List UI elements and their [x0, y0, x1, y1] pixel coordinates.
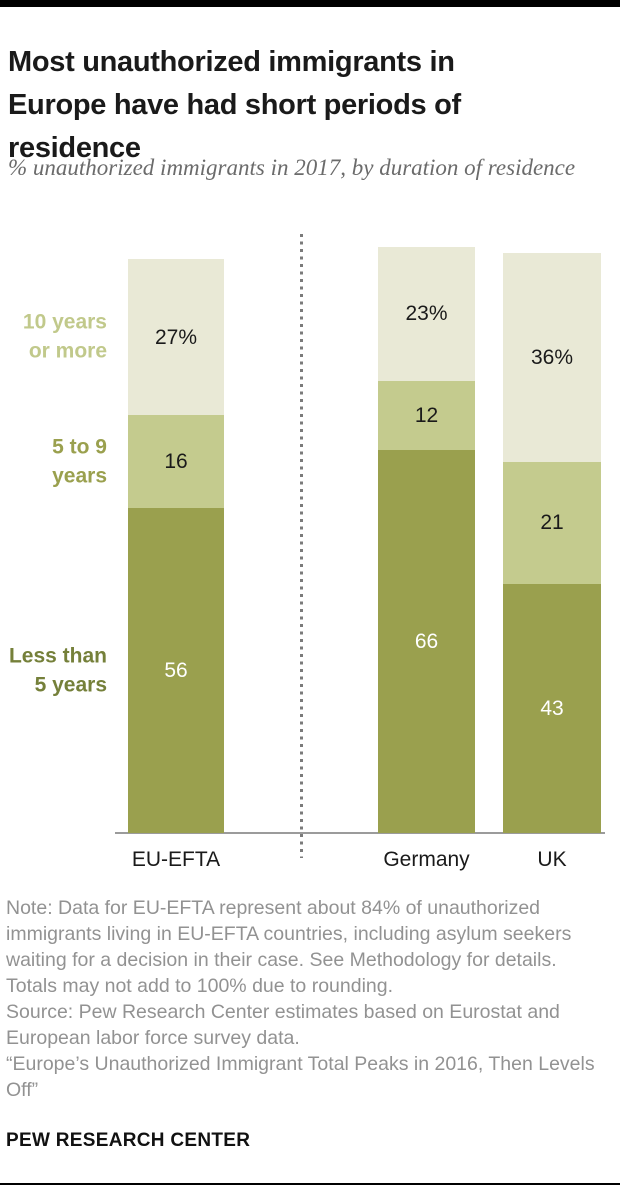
- segment-uk-5-to-9-years: 21: [503, 461, 601, 584]
- bar-eu-efta: 27% 16 56: [128, 258, 224, 833]
- value-label: 16: [164, 450, 188, 474]
- x-axis-line: [115, 832, 605, 834]
- x-axis-label-uk: UK: [537, 848, 567, 871]
- chart-subtitle: % unauthorized immigrants in 2017, by du…: [8, 155, 576, 180]
- top-rule: [0, 0, 620, 7]
- row-label-line: 5 years: [34, 673, 107, 697]
- report-title-text: “Europe’s Unauthorized Immigrant Total P…: [6, 1053, 595, 1101]
- note-text: Note: Data for EU-EFTA represent about 8…: [6, 897, 572, 997]
- bar-germany: 23% 12 66: [378, 247, 475, 833]
- chart-title: Most unauthorized immigrants in Europe h…: [8, 46, 461, 165]
- segment-eu-efta-10-years-or-more: 27%: [128, 258, 224, 416]
- value-label: 36%: [530, 345, 574, 369]
- segment-uk-10-years-or-more: 36%: [503, 253, 601, 462]
- x-axis-label-germany: Germany: [383, 848, 470, 871]
- x-axis-label-eu-efta: EU-EFTA: [131, 848, 221, 871]
- row-label-less-than-5-years: Less than 5 years: [9, 641, 107, 700]
- bottom-rule: [0, 1183, 620, 1185]
- row-label-line: years: [52, 464, 107, 488]
- chart-canvas: 27% 16 56 EU-EFTA 23% 12 66 Germany 36% 21 43 UK 10 …: [9, 234, 605, 871]
- row-label-10-years-or-more: 10 years or more: [23, 308, 107, 367]
- value-label: 27%: [154, 325, 198, 349]
- value-label: 21: [540, 511, 564, 535]
- dotted-separator-line: [300, 234, 303, 858]
- value-label: 43: [540, 696, 564, 720]
- source-text: Source: Pew Research Center estimates ba…: [6, 1001, 560, 1049]
- row-label-line: 5 to 9: [52, 435, 107, 459]
- segment-uk-less-than-5-years: 43: [503, 583, 601, 833]
- value-label: 56: [164, 659, 188, 683]
- segment-germany-10-years-or-more: 23%: [378, 247, 475, 381]
- segment-germany-5-to-9-years: 12: [378, 380, 475, 451]
- segment-eu-efta-less-than-5-years: 56: [128, 508, 224, 833]
- pew-research-center-wordmark: PEW RESEARCH CENTER: [6, 1130, 251, 1151]
- segment-germany-less-than-5-years: 66: [378, 450, 475, 833]
- row-label-5-to-9-years: 5 to 9 years: [52, 432, 107, 491]
- row-label-line: 10 years: [22, 310, 107, 334]
- bar-uk: 36% 21 43: [503, 253, 601, 833]
- row-label-line: or more: [28, 340, 107, 364]
- footnotes: Note: Data for EU-EFTA represent about 8…: [6, 895, 612, 1103]
- segment-eu-efta-5-to-9-years: 16: [128, 415, 224, 509]
- value-label: 66: [414, 630, 439, 654]
- value-label: 12: [414, 403, 439, 427]
- row-label-line: Less than: [8, 644, 107, 668]
- value-label: 23%: [405, 302, 448, 326]
